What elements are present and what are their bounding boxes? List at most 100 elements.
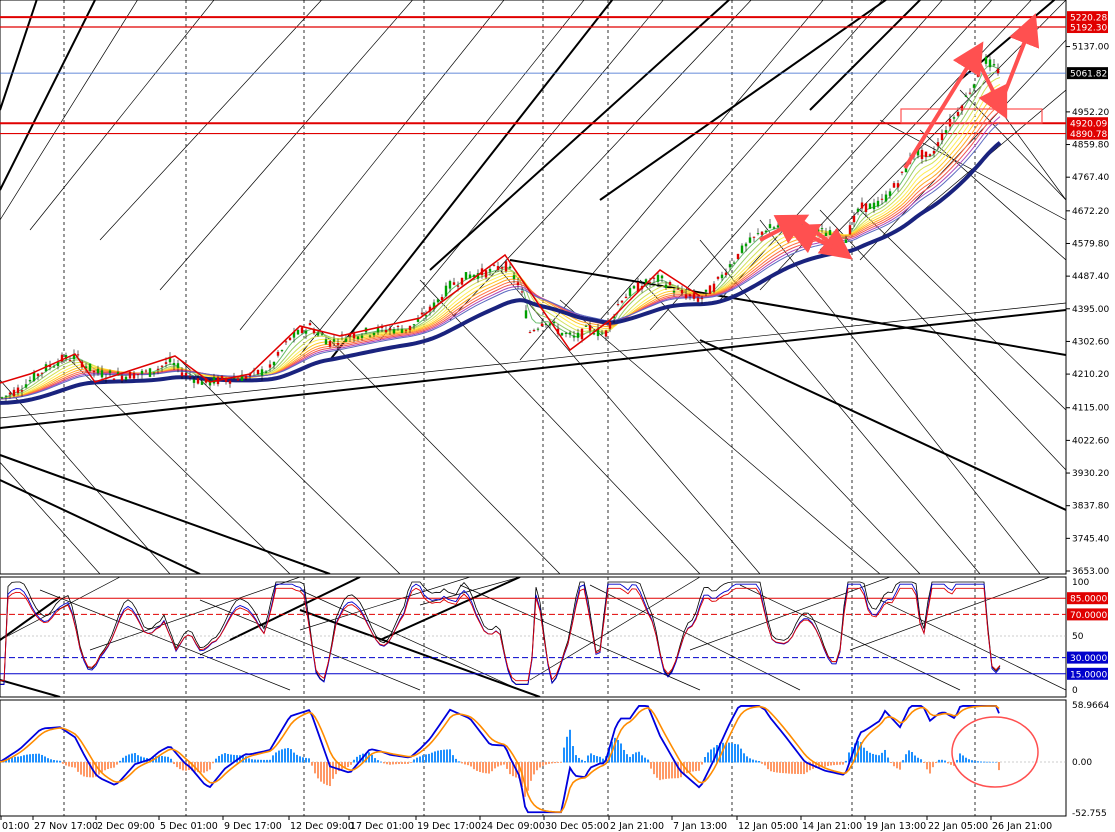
candle-body (468, 274, 472, 279)
trend-line-bold (699, 339, 1066, 511)
candle-body (824, 233, 828, 237)
candle-body (976, 69, 980, 77)
macd-histogram-bar (707, 752, 709, 763)
macd-histogram-bar (842, 762, 844, 765)
current-price-marker: 5061.82 (1067, 67, 1108, 80)
macd-histogram-bar (191, 762, 193, 771)
candle-body (492, 264, 496, 266)
macd-histogram-bar (947, 762, 949, 764)
macd-histogram-bar (575, 755, 577, 763)
candle-body (0, 397, 4, 399)
candle-body (52, 366, 56, 368)
price-tick-label: 4115.00 (1072, 404, 1109, 414)
macd-histogram-bar (38, 753, 40, 763)
time-tick-label: 7 Jan 13:00 (673, 821, 727, 832)
price-tick-label: 3837.80 (1072, 502, 1109, 512)
current-price-label: 5061.82 (1070, 70, 1107, 80)
macd-histogram-bar (227, 753, 229, 763)
macd-histogram-bar (926, 762, 928, 770)
macd-panel[interactable] (0, 699, 1067, 817)
macd-histogram-bar (320, 762, 322, 782)
candle-body (280, 350, 284, 352)
candle-body (220, 375, 224, 380)
macd-histogram-bar (608, 747, 610, 763)
candle-body (680, 289, 684, 294)
macd-histogram-bar (8, 757, 10, 763)
candle-body (56, 362, 60, 367)
macd-histogram-bar (488, 762, 490, 774)
macd-histogram-bar (32, 753, 34, 763)
macd-histogram-bar (464, 762, 466, 765)
candle-body (724, 272, 728, 276)
candle-body (12, 389, 16, 396)
macd-histogram-bar (644, 757, 646, 763)
candle-body (40, 372, 44, 374)
price-tick-label: 4672.20 (1072, 207, 1109, 217)
candle-body (676, 288, 680, 290)
macd-histogram-bar (62, 762, 64, 764)
candle-body (4, 395, 8, 397)
time-tick-label: 26 Jan 21:00 (992, 821, 1052, 832)
candle-body (920, 149, 924, 160)
price-tick-label: 4952.20 (1072, 108, 1109, 118)
macd-histogram-bar (998, 762, 1000, 771)
time-tick-label: 19 Jan 13:00 (866, 821, 926, 832)
candle-body (536, 328, 540, 330)
macd-histogram-bar (347, 762, 349, 767)
candle-body (624, 296, 628, 299)
candle-body (204, 377, 208, 383)
candle-body (348, 333, 352, 337)
stochastic-level-badge (1067, 667, 1108, 680)
macd-histogram-bar (920, 759, 922, 763)
macd-histogram-bar (962, 755, 964, 763)
candle-body (132, 372, 136, 379)
candle-body (524, 310, 528, 319)
candle-body (632, 286, 636, 289)
candle-body (664, 284, 668, 289)
zone-box (900, 108, 1043, 124)
candle-body (124, 376, 128, 380)
macd-histogram-bar (719, 742, 721, 763)
trend-line (599, 0, 883, 321)
candle-body (996, 68, 1000, 74)
macd-histogram-bar (44, 756, 46, 763)
stochastic-tick-label: 50 (1072, 632, 1084, 642)
candle-body (76, 354, 80, 356)
candle-body (144, 370, 148, 372)
macd-histogram-bar (11, 757, 13, 763)
macd-histogram-bar (17, 756, 19, 763)
macd-histogram-bar (86, 762, 88, 778)
macd-histogram-bar (41, 754, 43, 763)
candle-body (240, 374, 244, 382)
macd-histogram-bar (251, 759, 253, 763)
candle-body (164, 362, 168, 364)
trend-line (0, 0, 138, 221)
macd-histogram-bar (344, 762, 346, 768)
macd-histogram-bar (866, 750, 868, 763)
macd-histogram-bar (803, 762, 805, 775)
macd-histogram-bar (74, 762, 76, 768)
candle-body (308, 323, 312, 326)
macd-histogram-bar (845, 760, 847, 763)
stochastic-panel[interactable] (0, 576, 1067, 698)
macd-histogram-bar (725, 742, 727, 763)
candle-body (68, 360, 72, 362)
macd-histogram-bar (182, 762, 184, 771)
candle-body (20, 390, 24, 392)
trend-line (99, 0, 323, 241)
macd-histogram-bar (779, 762, 781, 773)
macd-histogram-bar (656, 762, 658, 778)
candle-body (520, 291, 524, 293)
candle-body (116, 372, 120, 376)
candle-body (852, 215, 856, 223)
macd-histogram-bar (263, 759, 265, 763)
trend-line-bold (0, 0, 97, 191)
macd-histogram-bar (368, 752, 370, 763)
main-price-panel[interactable] (0, 0, 1067, 575)
macd-histogram-bar (311, 762, 313, 766)
stochastic-tick-label: 100 (1072, 578, 1089, 588)
macd-histogram-bar (293, 752, 295, 763)
macd-histogram-bar (203, 762, 205, 773)
